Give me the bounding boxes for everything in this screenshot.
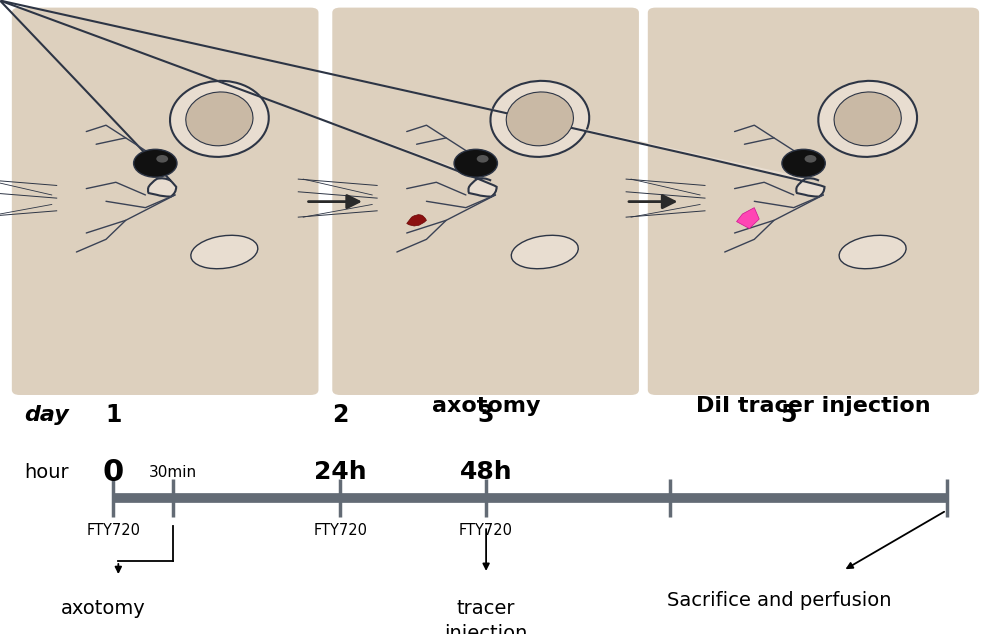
Text: axotomy: axotomy xyxy=(61,599,146,618)
Circle shape xyxy=(454,150,497,177)
Ellipse shape xyxy=(506,92,574,146)
Text: hour: hour xyxy=(25,463,69,482)
Text: day: day xyxy=(25,405,69,425)
Text: FTY720: FTY720 xyxy=(314,523,367,538)
Ellipse shape xyxy=(191,235,257,269)
Text: 24h: 24h xyxy=(314,460,367,484)
Text: 2: 2 xyxy=(332,403,348,427)
FancyBboxPatch shape xyxy=(332,8,639,395)
Text: DiI tracer injection: DiI tracer injection xyxy=(696,396,931,417)
Circle shape xyxy=(782,150,825,177)
Ellipse shape xyxy=(839,235,906,269)
Text: 48h: 48h xyxy=(459,460,513,484)
Text: 0: 0 xyxy=(103,458,124,487)
Text: FTY720: FTY720 xyxy=(459,523,513,538)
Text: 5: 5 xyxy=(781,403,797,427)
PathPatch shape xyxy=(737,208,759,229)
FancyBboxPatch shape xyxy=(12,8,318,395)
Text: axotomy: axotomy xyxy=(432,396,540,417)
Circle shape xyxy=(805,155,816,162)
PathPatch shape xyxy=(468,178,497,197)
Circle shape xyxy=(156,155,168,162)
Ellipse shape xyxy=(818,81,917,157)
PathPatch shape xyxy=(406,215,426,226)
PathPatch shape xyxy=(797,178,824,197)
Text: tracer
injection: tracer injection xyxy=(445,599,528,634)
Circle shape xyxy=(476,155,488,162)
Text: 1: 1 xyxy=(106,403,121,427)
Ellipse shape xyxy=(490,81,590,157)
Text: 3: 3 xyxy=(478,403,494,427)
Ellipse shape xyxy=(512,235,578,269)
Text: FTY720: FTY720 xyxy=(87,523,140,538)
Text: 30min: 30min xyxy=(149,465,196,480)
Ellipse shape xyxy=(834,92,901,146)
FancyBboxPatch shape xyxy=(648,8,979,395)
Ellipse shape xyxy=(170,81,269,157)
PathPatch shape xyxy=(148,178,176,197)
Ellipse shape xyxy=(185,92,253,146)
Text: Sacrifice and perfusion: Sacrifice and perfusion xyxy=(667,591,891,610)
Circle shape xyxy=(133,150,177,177)
